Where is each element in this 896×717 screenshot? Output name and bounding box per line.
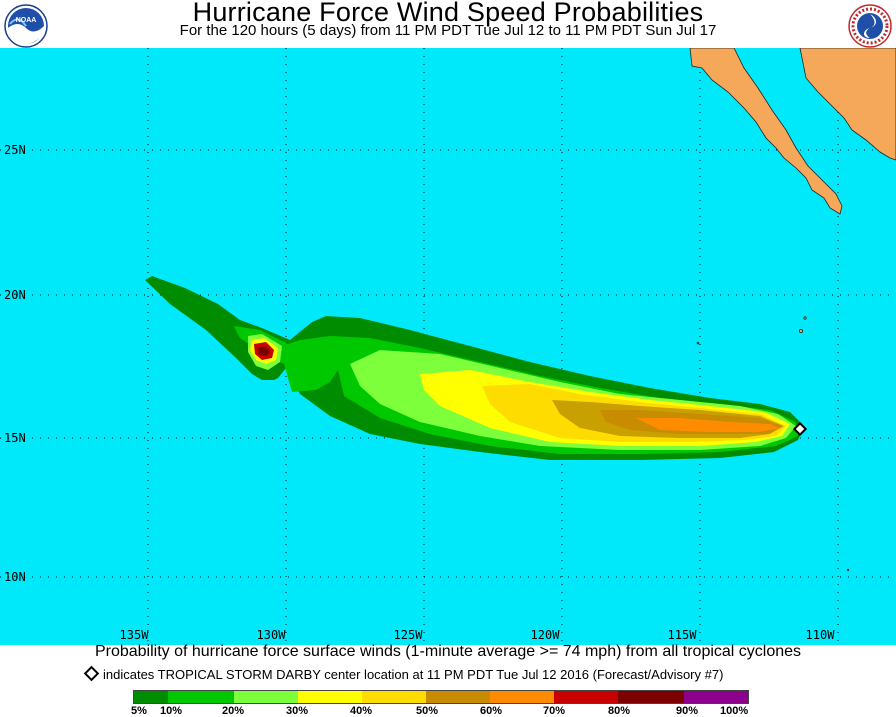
probability-legend (133, 690, 749, 704)
contour-90 (258, 346, 270, 356)
storm-note-text: indicates TROPICAL STORM DARBY center lo… (103, 667, 724, 682)
lat-label-15n: 15N (4, 431, 26, 445)
legend-swatch-30 (298, 691, 362, 703)
lon-label-115w: 115W (667, 628, 697, 642)
legend-tick-80: 80% (608, 705, 631, 717)
storm-note: indicates TROPICAL STORM DARBY center lo… (83, 665, 724, 682)
legend-swatch-10 (168, 691, 234, 703)
page-subtitle: For the 120 hours (5 days) from 11 PM PD… (179, 22, 717, 39)
legend-tick-5: 5% (131, 705, 147, 717)
legend-swatch-40 (362, 691, 426, 703)
legend-tick-10: 10% (160, 705, 183, 717)
lon-label-130w: 130W (256, 628, 286, 642)
legend-tick-40: 40% (350, 705, 373, 717)
legend-swatch-60 (490, 691, 554, 703)
page-title: Hurricane Force Wind Speed Probabilities (192, 0, 704, 27)
legend-tick-100: 100% (720, 705, 749, 717)
legend-swatch-70 (554, 691, 618, 703)
noaa-logo: NOAA (4, 4, 48, 48)
legend-swatch-50 (426, 691, 490, 703)
legend-tick-20: 20% (222, 705, 245, 717)
probability-map (0, 48, 896, 645)
lon-label-135w: 135W (119, 628, 149, 642)
land (689, 48, 896, 572)
nws-logo (848, 4, 892, 48)
lat-label-20n: 20N (4, 288, 26, 302)
legend-swatch-90 (684, 691, 748, 703)
legend-swatch-20 (234, 691, 298, 703)
legend-tick-30: 30% (286, 705, 309, 717)
legend-swatch-80 (618, 691, 684, 703)
storm-marker-icon (83, 665, 100, 682)
map-caption: Probability of hurricane force surface w… (94, 643, 802, 660)
legend-swatch-5 (134, 691, 168, 703)
footer: Probability of hurricane force surface w… (0, 643, 896, 717)
lon-label-120w: 120W (530, 628, 560, 642)
map-area: 25N 20N 15N 10N (0, 48, 896, 645)
svg-text:NOAA: NOAA (16, 17, 37, 24)
lon-label-125w: 125W (393, 628, 423, 642)
legend-tick-60: 60% (480, 705, 503, 717)
legend-tick-50: 50% (416, 705, 439, 717)
legend-tick-90: 90% (676, 705, 699, 717)
contour-70 (636, 418, 780, 432)
header: NOAA Hurricane Force Wind Speed Probabil… (0, 0, 896, 48)
legend-tick-70: 70% (543, 705, 566, 717)
diamond-icon (792, 421, 808, 437)
probability-contours (145, 276, 804, 460)
lat-label-25n: 25N (4, 143, 26, 157)
lat-label-10n: 10N (4, 570, 26, 584)
lon-label-110w: 110W (805, 628, 835, 642)
